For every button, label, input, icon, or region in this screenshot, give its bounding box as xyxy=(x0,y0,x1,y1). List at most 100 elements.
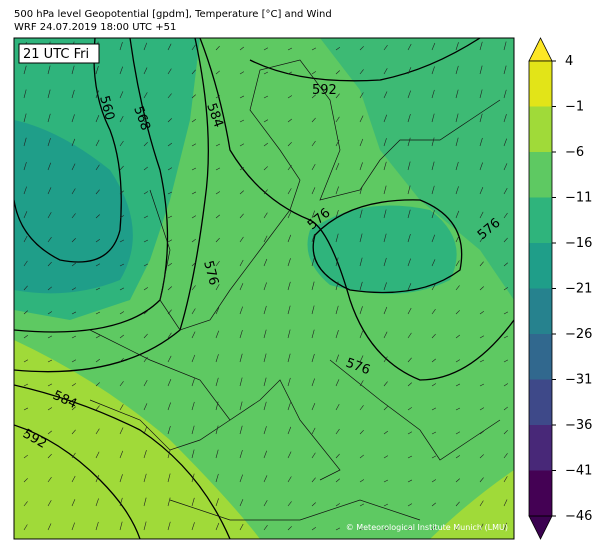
barb xyxy=(191,167,197,171)
barb xyxy=(47,476,52,483)
barb xyxy=(191,262,196,267)
barb xyxy=(359,115,364,123)
barb xyxy=(383,282,387,291)
barb xyxy=(455,383,461,387)
barb xyxy=(335,163,340,171)
barb xyxy=(71,335,77,339)
barb xyxy=(455,524,460,531)
barb xyxy=(239,449,243,459)
barb xyxy=(383,503,389,507)
barb xyxy=(479,430,485,435)
barb xyxy=(215,354,219,363)
barb xyxy=(47,453,52,459)
barb xyxy=(383,68,388,75)
colorbar-tick-label: −11 xyxy=(565,191,592,206)
barb xyxy=(95,358,101,363)
barb xyxy=(119,287,125,291)
barb xyxy=(479,261,484,267)
barb xyxy=(311,47,317,51)
barb xyxy=(47,162,52,171)
contour-label: 560 xyxy=(96,94,117,122)
barb xyxy=(311,378,315,387)
colorbar-tick-label: 4 xyxy=(565,54,573,69)
barb xyxy=(119,263,125,267)
barb xyxy=(311,329,315,339)
barb xyxy=(455,210,460,219)
barb xyxy=(431,455,437,459)
barb xyxy=(287,71,293,75)
barb xyxy=(287,141,292,147)
barb xyxy=(95,498,99,507)
barb xyxy=(503,89,507,99)
barb xyxy=(431,431,437,435)
barb xyxy=(95,164,100,171)
barb xyxy=(47,359,53,363)
barb xyxy=(479,162,483,171)
barb xyxy=(455,235,460,243)
barb xyxy=(407,161,411,171)
barb xyxy=(167,355,172,363)
barb xyxy=(431,113,435,123)
barb xyxy=(23,161,27,171)
barb xyxy=(431,525,436,531)
barb xyxy=(455,260,460,267)
barb xyxy=(335,379,340,387)
barb xyxy=(455,113,459,123)
barb xyxy=(335,478,340,483)
barb xyxy=(143,450,147,459)
barb xyxy=(95,114,100,123)
barb xyxy=(71,213,76,219)
barb xyxy=(455,42,459,51)
barb xyxy=(479,286,484,291)
barb xyxy=(383,209,387,219)
barb xyxy=(335,330,339,339)
subtitle: WRF 24.07.2019 18:00 UTC +51 xyxy=(14,22,176,33)
barb xyxy=(167,521,171,531)
barb xyxy=(311,526,317,531)
barb xyxy=(503,138,507,147)
barb xyxy=(71,188,76,195)
barb xyxy=(143,215,149,219)
barb xyxy=(47,65,51,75)
barb xyxy=(263,258,268,267)
barb xyxy=(335,233,339,243)
barb xyxy=(167,142,173,147)
barb xyxy=(71,311,77,315)
barb xyxy=(263,212,268,219)
barb xyxy=(191,215,197,219)
barb xyxy=(407,113,411,123)
barb xyxy=(191,449,195,459)
barb xyxy=(311,117,316,123)
barb xyxy=(455,455,461,459)
barb xyxy=(263,426,267,435)
barb xyxy=(239,401,243,411)
coastlines xyxy=(89,59,501,521)
barb xyxy=(287,377,291,387)
barb xyxy=(383,381,388,387)
barb xyxy=(407,357,412,363)
barb xyxy=(359,69,364,75)
barb xyxy=(383,331,388,339)
barb xyxy=(359,429,364,435)
barb xyxy=(143,166,148,171)
barb xyxy=(23,235,28,243)
barb xyxy=(383,406,388,411)
barb xyxy=(311,281,315,291)
barb xyxy=(95,238,101,243)
barb xyxy=(47,286,52,291)
barb xyxy=(431,308,436,315)
barb xyxy=(263,119,269,123)
barb xyxy=(503,114,507,123)
barb xyxy=(239,167,245,171)
barb xyxy=(503,476,508,483)
wind-barbs xyxy=(23,41,509,531)
barb xyxy=(215,45,220,51)
barb xyxy=(335,503,341,507)
barb xyxy=(311,257,315,267)
barb xyxy=(191,69,196,75)
barb xyxy=(191,94,196,99)
barb xyxy=(23,310,28,315)
barb xyxy=(263,235,268,243)
barb xyxy=(119,91,124,99)
barb xyxy=(431,333,436,339)
